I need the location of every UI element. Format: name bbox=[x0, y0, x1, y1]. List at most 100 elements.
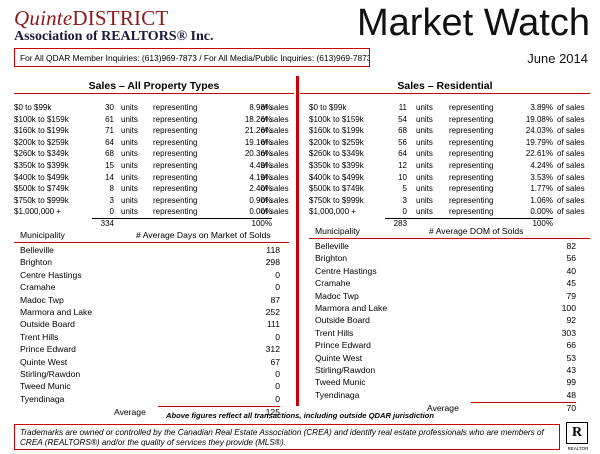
sales-row: $400k to $499k 14 units representing 4.19% of… bbox=[14, 173, 294, 184]
municipality-name: Cramahe bbox=[315, 278, 351, 289]
unit-count: 0 bbox=[109, 207, 114, 217]
of-sales-label: of sales bbox=[261, 172, 289, 182]
unit-count: 15 bbox=[105, 161, 114, 170]
sales-row: $0 to $99k 30 units representing 8.98% of sal… bbox=[14, 103, 294, 114]
sales-all-heading: Sales – All Property Types bbox=[88, 80, 220, 92]
total-row: 334 100% bbox=[14, 219, 294, 230]
units-label: units bbox=[416, 161, 433, 170]
unit-count: 12 bbox=[398, 161, 407, 170]
dom-header: Municipality # Average DOM of Solds bbox=[309, 226, 590, 238]
municipality-name: Quinte West bbox=[315, 352, 363, 363]
percent-value: 3.89% bbox=[530, 103, 553, 112]
municipality-name: Belleville bbox=[315, 241, 349, 251]
of-sales-label: of sales bbox=[261, 126, 289, 136]
price-range: $750k to $999k bbox=[14, 195, 69, 205]
municipality-row: Quinte West 53 bbox=[309, 353, 590, 366]
dom-value-header: # Average DOM of Solds bbox=[429, 226, 524, 236]
unit-count: 5 bbox=[402, 184, 407, 194]
logo-wordmark: QuinteDISTRICT bbox=[14, 6, 168, 31]
price-range: $1,000,000 + bbox=[309, 207, 356, 217]
dom-value: 312 bbox=[265, 344, 280, 355]
average-value: 70 bbox=[566, 403, 576, 414]
percent-value: 2.40% bbox=[249, 184, 272, 194]
municipality-name: Outside Board bbox=[315, 315, 370, 326]
units-label: units bbox=[121, 126, 138, 136]
footnote: Above figures reflect all transactions, … bbox=[166, 411, 434, 420]
of-sales-label: of sales bbox=[261, 103, 289, 112]
sales-row: $400k to $499k 10 units representing 3.53% of… bbox=[309, 173, 590, 184]
price-range: $350k to $399k bbox=[309, 161, 364, 170]
percent-value: 1.06% bbox=[530, 195, 553, 205]
sales-row: $500k to $749k 5 units representing 1.77% of … bbox=[309, 184, 590, 195]
logo-district: DISTRICT bbox=[72, 6, 169, 30]
of-sales-label: of sales bbox=[261, 195, 289, 205]
percent-value: 4.19% bbox=[249, 172, 272, 182]
dom-value: 82 bbox=[566, 241, 576, 251]
dom-value: 118 bbox=[266, 245, 280, 255]
dom-value: 0 bbox=[275, 381, 280, 392]
sales-row: $100k to $159k 61 units representing 18.26% o… bbox=[14, 115, 294, 126]
representing-label: representing bbox=[153, 184, 198, 194]
dom-value: 111 bbox=[266, 319, 280, 330]
inquiries-box: For All QDAR Member Inquiries: (613)969-… bbox=[14, 48, 370, 67]
municipality-row: Tweed Munic 0 bbox=[14, 381, 289, 394]
logo-quinte: Quinte bbox=[14, 6, 73, 30]
unit-count: 64 bbox=[105, 137, 114, 147]
price-range: $400k to $499k bbox=[309, 172, 364, 182]
of-sales-label: of sales bbox=[557, 184, 585, 194]
representing-label: representing bbox=[449, 103, 494, 112]
unit-count: 0 bbox=[402, 207, 407, 217]
municipality-row: Outside Board 92 bbox=[309, 315, 590, 328]
sales-res-rule bbox=[300, 93, 590, 94]
percent-value: 1.77% bbox=[530, 184, 553, 194]
realtor-logo-text: REALTOR bbox=[567, 446, 589, 451]
municipality-row: Cramahe 0 bbox=[14, 282, 289, 295]
units-label: units bbox=[416, 184, 433, 194]
units-label: units bbox=[416, 137, 433, 147]
total-row: 283 100% bbox=[309, 219, 590, 230]
percent-value: 4.49% bbox=[249, 161, 272, 170]
total-count: 334 bbox=[100, 219, 114, 228]
municipality-row: Belleville 118 bbox=[14, 245, 289, 258]
units-label: units bbox=[121, 114, 138, 124]
sales-row: $160k to $199k 71 units representing 21.26% o… bbox=[14, 126, 294, 137]
of-sales-label: of sales bbox=[261, 184, 289, 194]
municipality-header: Municipality bbox=[315, 226, 360, 236]
price-range: $0 to $99k bbox=[309, 103, 347, 112]
dom-value: 79 bbox=[566, 290, 576, 301]
sales-all-rule bbox=[14, 93, 294, 94]
units-label: units bbox=[416, 172, 433, 182]
municipality-name: Quinte West bbox=[20, 356, 68, 367]
of-sales-label: of sales bbox=[261, 161, 289, 170]
units-label: units bbox=[121, 172, 138, 182]
units-label: units bbox=[416, 195, 433, 205]
unit-count: 71 bbox=[105, 126, 114, 136]
dom-value: 48 bbox=[566, 389, 576, 400]
sales-all-table: $0 to $99k 30 units representing 8.98% of sal… bbox=[14, 103, 294, 233]
units-label: units bbox=[416, 207, 433, 217]
representing-label: representing bbox=[449, 161, 494, 170]
municipality-name: Centre Hastings bbox=[20, 269, 82, 280]
price-range: $260k to $349k bbox=[14, 149, 69, 159]
municipality-row: Brighton 298 bbox=[14, 257, 289, 270]
municipality-name: Tyendinaga bbox=[20, 393, 65, 404]
sales-row: $750k to $999k 3 units representing 0.90% of … bbox=[14, 196, 294, 207]
units-label: units bbox=[121, 207, 138, 217]
representing-label: representing bbox=[153, 114, 198, 124]
of-sales-label: of sales bbox=[261, 149, 289, 159]
representing-label: representing bbox=[153, 195, 198, 205]
price-range: $260k to $349k bbox=[309, 149, 364, 159]
dom-value: 0 bbox=[275, 369, 280, 379]
units-label: units bbox=[121, 161, 138, 170]
unit-count: 56 bbox=[398, 137, 407, 147]
dom-value: 0 bbox=[275, 282, 280, 293]
sales-row: $1,000,000 + 0 units representing 0.00% of sa… bbox=[309, 207, 590, 218]
units-label: units bbox=[121, 137, 138, 147]
dom-value: 100 bbox=[561, 303, 576, 313]
price-range: $200k to $259k bbox=[309, 137, 364, 147]
municipality-name: Madoc Twp bbox=[315, 290, 359, 301]
units-label: units bbox=[416, 114, 433, 124]
municipality-name: Prince Edward bbox=[315, 340, 371, 351]
sales-row: $0 to $99k 11 units representing 3.89% of sal… bbox=[309, 103, 590, 114]
municipality-name: Centre Hastings bbox=[315, 265, 377, 276]
